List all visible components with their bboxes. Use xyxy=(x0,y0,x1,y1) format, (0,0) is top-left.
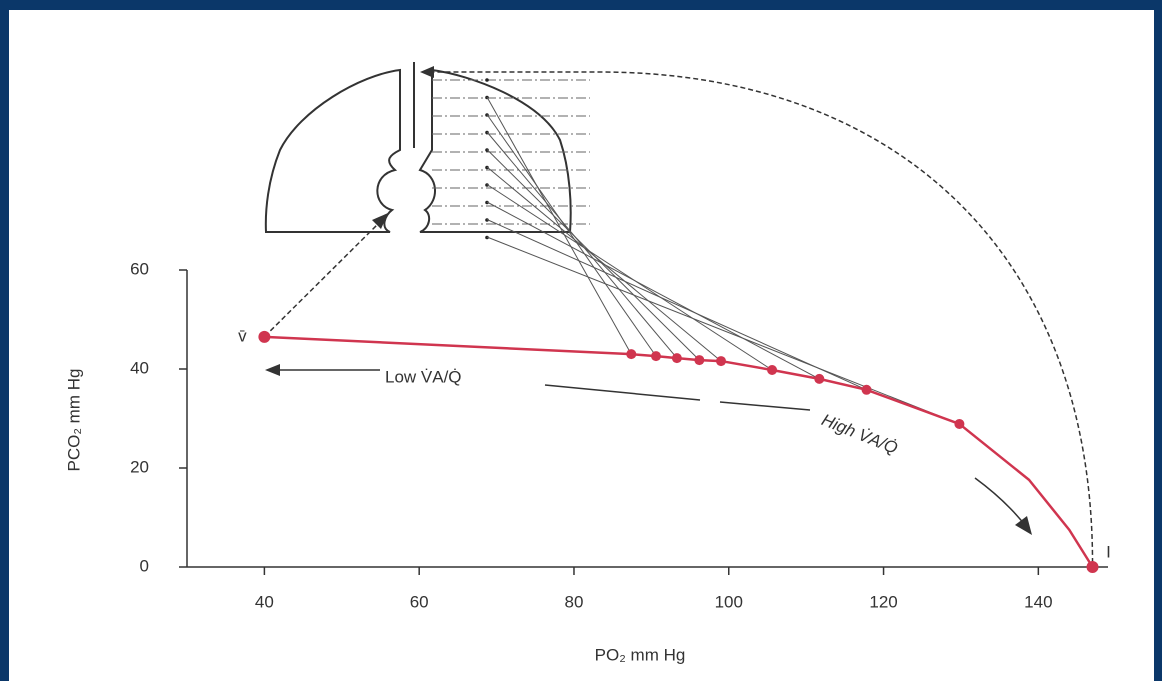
y-tick-label: 20 xyxy=(130,457,149,476)
x-tick-label: 100 xyxy=(715,592,743,611)
x-tick-label: 120 xyxy=(869,592,897,611)
point xyxy=(954,419,964,429)
point xyxy=(716,356,726,366)
point xyxy=(1087,561,1099,573)
point xyxy=(672,353,682,363)
y-tick-label: 40 xyxy=(130,358,149,377)
point xyxy=(767,365,777,375)
y-axis-label: PCO₂ mm Hg xyxy=(64,369,83,472)
chart: PO₂ mm Hg PCO₂ mm Hg 0 20 40 60 40 60 80 100 120… xyxy=(0,0,1162,681)
point xyxy=(814,374,824,384)
point xyxy=(651,351,661,361)
annotation: v̄ xyxy=(238,326,247,345)
x-tick-label: 60 xyxy=(410,592,429,611)
point xyxy=(626,349,636,359)
x-tick-label: 140 xyxy=(1024,592,1052,611)
point xyxy=(258,331,270,343)
point xyxy=(862,385,872,395)
annotation: Low V̇A/Q̇ xyxy=(385,367,462,386)
x-axis-label: PO₂ mm Hg xyxy=(595,645,686,664)
annotation: I xyxy=(1106,542,1111,561)
y-tick-label: 0 xyxy=(140,556,149,575)
x-tick-label: 40 xyxy=(255,592,274,611)
lung-dot xyxy=(485,78,489,82)
point xyxy=(694,355,704,365)
y-tick-label: 60 xyxy=(130,259,149,278)
x-tick-label: 80 xyxy=(565,592,584,611)
panel xyxy=(9,10,1154,681)
